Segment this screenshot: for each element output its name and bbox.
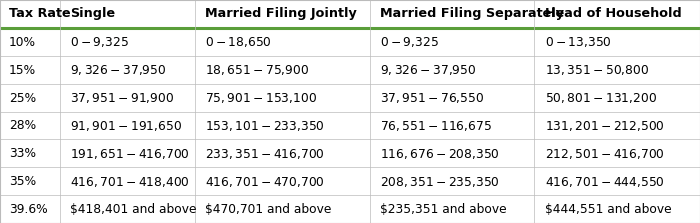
Text: Tax Rate: Tax Rate [9, 7, 71, 20]
Text: $444,551 and above: $444,551 and above [545, 203, 671, 216]
Text: $76,551 - $116,675: $76,551 - $116,675 [380, 119, 492, 133]
Text: $208,351 - $235,350: $208,351 - $235,350 [380, 175, 500, 189]
Text: $233,351 - $416,700: $233,351 - $416,700 [205, 147, 325, 161]
Text: Married Filing Separately: Married Filing Separately [380, 7, 564, 20]
Text: $416,701 - $470,700: $416,701 - $470,700 [205, 175, 325, 189]
Text: 28%: 28% [9, 120, 36, 132]
Text: $75,901 - $153,100: $75,901 - $153,100 [205, 91, 317, 105]
Text: $416,701 - $444,550: $416,701 - $444,550 [545, 175, 664, 189]
Text: $416,701 - $418,400: $416,701 - $418,400 [70, 175, 190, 189]
Text: 15%: 15% [9, 64, 36, 77]
Text: 10%: 10% [9, 36, 36, 49]
Text: $0 - $18,650: $0 - $18,650 [205, 35, 272, 49]
Text: Married Filing Jointly: Married Filing Jointly [205, 7, 357, 20]
Text: $191,651 - $416,700: $191,651 - $416,700 [70, 147, 190, 161]
Text: 39.6%: 39.6% [9, 203, 48, 216]
Text: $91,901 - $191,650: $91,901 - $191,650 [70, 119, 182, 133]
Text: $116,676 - $208,350: $116,676 - $208,350 [380, 147, 500, 161]
Text: 35%: 35% [9, 175, 36, 188]
Text: $470,701 and above: $470,701 and above [205, 203, 332, 216]
Text: $0 - $13,350: $0 - $13,350 [545, 35, 611, 49]
Text: Head of Household: Head of Household [545, 7, 681, 20]
Text: Single: Single [70, 7, 115, 20]
Text: $50,801 - $131,200: $50,801 - $131,200 [545, 91, 657, 105]
Text: $0 - $9,325: $0 - $9,325 [70, 35, 129, 49]
Text: $37,951 - $76,550: $37,951 - $76,550 [380, 91, 484, 105]
Text: $0 - $9,325: $0 - $9,325 [380, 35, 439, 49]
Text: $212,501 - $416,700: $212,501 - $416,700 [545, 147, 664, 161]
Text: 33%: 33% [9, 147, 36, 160]
Text: 25%: 25% [9, 92, 36, 105]
Text: $9,326 - $37,950: $9,326 - $37,950 [70, 63, 167, 77]
Text: $153,101 - $233,350: $153,101 - $233,350 [205, 119, 325, 133]
Text: $418,401 and above: $418,401 and above [70, 203, 197, 216]
Text: $131,201 - $212,500: $131,201 - $212,500 [545, 119, 664, 133]
Text: $18,651 - $75,900: $18,651 - $75,900 [205, 63, 309, 77]
Text: $9,326 - $37,950: $9,326 - $37,950 [380, 63, 477, 77]
Text: $13,351 - $50,800: $13,351 - $50,800 [545, 63, 649, 77]
Text: $235,351 and above: $235,351 and above [380, 203, 507, 216]
Text: $37,951 - $91,900: $37,951 - $91,900 [70, 91, 174, 105]
